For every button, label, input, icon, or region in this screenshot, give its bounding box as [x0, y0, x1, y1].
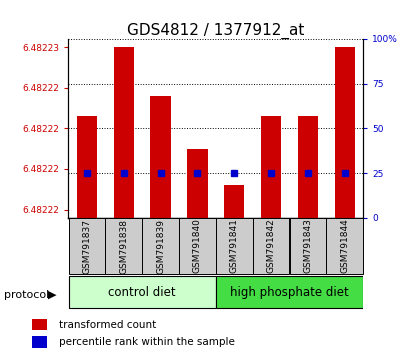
Text: percentile rank within the sample: percentile rank within the sample	[59, 337, 235, 347]
FancyBboxPatch shape	[142, 218, 179, 274]
Text: GSM791843: GSM791843	[303, 218, 312, 274]
Bar	[77, 116, 97, 218]
Bar	[32, 336, 47, 348]
Text: GSM791837: GSM791837	[83, 218, 91, 274]
Text: control diet: control diet	[108, 286, 176, 298]
FancyBboxPatch shape	[253, 218, 289, 274]
FancyBboxPatch shape	[216, 218, 252, 274]
FancyBboxPatch shape	[105, 218, 142, 274]
Text: GSM791840: GSM791840	[193, 218, 202, 274]
Text: high phosphate diet: high phosphate diet	[230, 286, 349, 298]
Bar	[187, 149, 208, 218]
Text: transformed count: transformed count	[59, 320, 156, 330]
FancyBboxPatch shape	[68, 276, 216, 308]
Text: GSM791838: GSM791838	[119, 218, 128, 274]
Bar	[150, 96, 171, 218]
Text: GSM791842: GSM791842	[266, 219, 276, 273]
FancyBboxPatch shape	[68, 218, 105, 274]
Text: GSM791844: GSM791844	[340, 219, 349, 273]
Text: protocol: protocol	[4, 290, 49, 299]
Text: GSM791839: GSM791839	[156, 218, 165, 274]
Text: ▶: ▶	[48, 290, 56, 299]
FancyBboxPatch shape	[216, 276, 363, 308]
Bar	[224, 185, 244, 218]
Text: GSM791841: GSM791841	[230, 218, 239, 274]
FancyBboxPatch shape	[179, 218, 216, 274]
Title: GDS4812 / 1377912_at: GDS4812 / 1377912_at	[127, 23, 305, 39]
FancyBboxPatch shape	[290, 218, 326, 274]
Bar	[32, 319, 47, 330]
FancyBboxPatch shape	[327, 218, 363, 274]
Bar	[298, 116, 318, 218]
Bar	[334, 47, 355, 218]
Bar	[114, 47, 134, 218]
Bar	[261, 116, 281, 218]
